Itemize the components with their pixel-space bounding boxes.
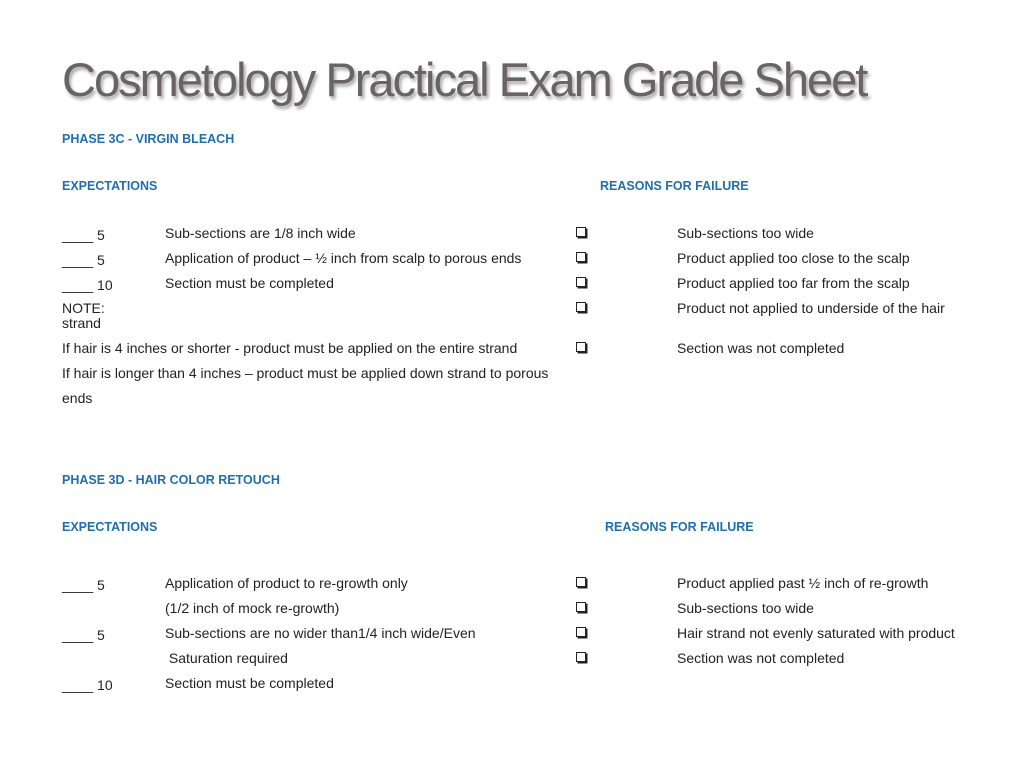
- expectation-text: (1/2 inch of mock re-growth): [165, 600, 340, 616]
- checkbox[interactable]: [576, 252, 586, 262]
- expectation-text: Saturation required: [165, 650, 288, 666]
- points-blank[interactable]: ____ 5: [62, 577, 105, 593]
- failure-reason: Hair strand not evenly saturated with pr…: [677, 625, 955, 641]
- points-blank[interactable]: ____ 5: [62, 252, 105, 268]
- expectation-text: Section must be completed: [165, 675, 334, 691]
- phase-3c-heading: PHASE 3C - VIRGIN BLEACH: [62, 132, 235, 146]
- failure-reason: Product applied too close to the scalp: [677, 250, 910, 266]
- expectation-text: Sub-sections are no wider than1/4 inch w…: [165, 625, 476, 641]
- phase-3c-reasons-label: REASONS FOR FAILURE: [600, 179, 749, 193]
- failure-reason: Section was not completed: [677, 340, 845, 356]
- checkbox[interactable]: [576, 302, 586, 312]
- expectation-text: Application of product – ½ inch from sca…: [165, 250, 522, 266]
- failure-reason: Section was not completed: [677, 650, 845, 666]
- points-blank[interactable]: ____ 5: [62, 227, 105, 243]
- checkbox[interactable]: [576, 602, 586, 612]
- phase-3d-heading: PHASE 3D - HAIR COLOR RETOUCH: [62, 473, 280, 487]
- failure-reason: Product not applied to underside of the …: [677, 300, 945, 316]
- checkbox[interactable]: [576, 277, 586, 287]
- checkbox[interactable]: [576, 627, 586, 637]
- checkbox[interactable]: [576, 342, 586, 352]
- phase-3d-expectations-label: EXPECTATIONS: [62, 520, 158, 534]
- phase-3c-expectations-label: EXPECTATIONS: [62, 179, 158, 193]
- points-blank[interactable]: ____ 10: [62, 677, 113, 693]
- expectation-text: Sub-sections are 1/8 inch wide: [165, 225, 356, 241]
- failure-reason: Sub-sections too wide: [677, 225, 814, 241]
- checkbox[interactable]: [576, 577, 586, 587]
- expectation-text: Section must be completed: [165, 275, 334, 291]
- phase-3d-reasons-label: REASONS FOR FAILURE: [605, 520, 754, 534]
- expectation-text: Application of product to re-growth only: [165, 575, 408, 591]
- page-title: Cosmetology Practical Exam Grade Sheet: [62, 53, 868, 106]
- note-line: ends: [62, 390, 93, 406]
- failure-reason: Product applied too far from the scalp: [677, 275, 910, 291]
- note-label: NOTE:: [62, 300, 105, 316]
- checkbox[interactable]: [576, 227, 586, 237]
- note-line: If hair is 4 inches or shorter - product…: [62, 340, 518, 356]
- note-strand: strand: [62, 315, 101, 331]
- failure-reason: Sub-sections too wide: [677, 600, 814, 616]
- note-line: If hair is longer than 4 inches – produc…: [62, 365, 549, 381]
- checkbox[interactable]: [576, 652, 586, 662]
- points-blank[interactable]: ____ 10: [62, 277, 113, 293]
- failure-reason: Product applied past ½ inch of re-growth: [677, 575, 929, 591]
- points-blank[interactable]: ____ 5: [62, 627, 105, 643]
